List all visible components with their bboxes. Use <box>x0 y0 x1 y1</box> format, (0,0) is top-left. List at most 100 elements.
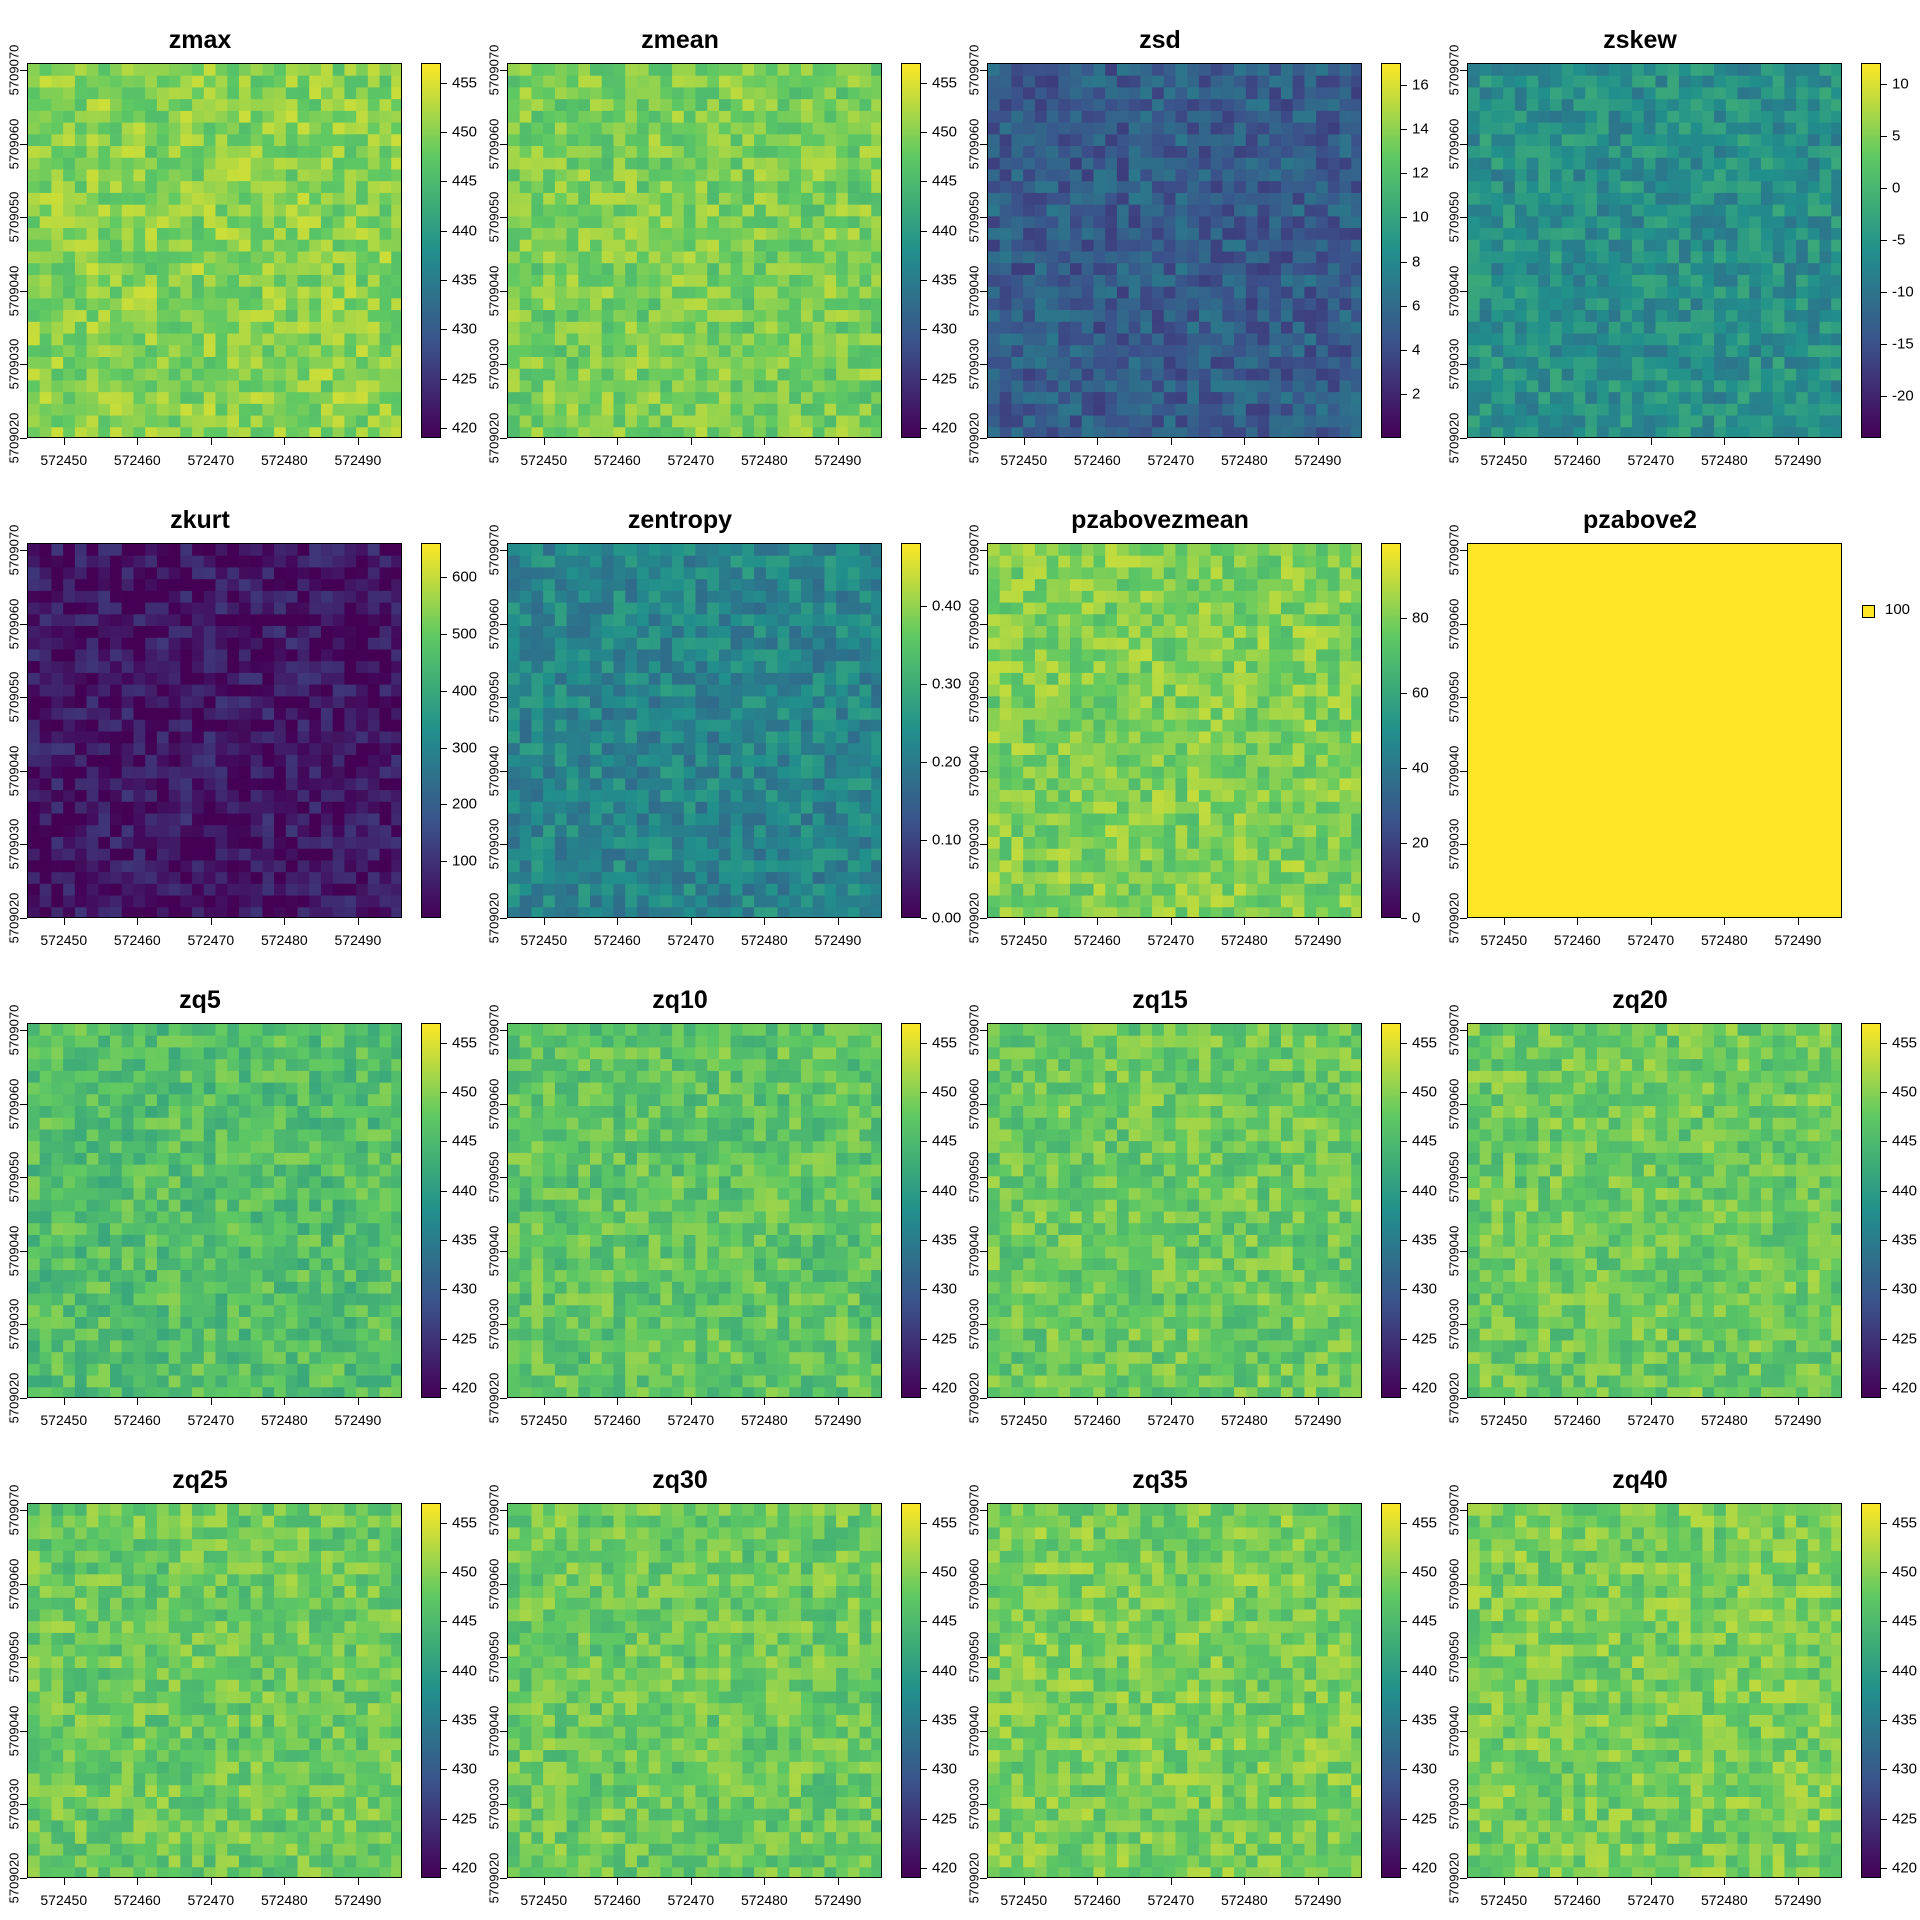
raster-cell <box>192 427 205 437</box>
raster-cell <box>1620 134 1633 147</box>
raster-cell <box>250 321 263 335</box>
raster-cell <box>1327 181 1341 194</box>
raster-cell <box>86 672 99 686</box>
raster-cell <box>1831 392 1841 405</box>
raster-cell <box>121 321 135 335</box>
raster-cell <box>636 345 650 358</box>
raster-cell <box>718 415 732 428</box>
raster-cell <box>285 567 299 580</box>
raster-cell <box>718 181 732 194</box>
raster-cell <box>215 766 228 779</box>
raster-cell <box>180 110 193 124</box>
raster-cell <box>1034 368 1048 382</box>
raster-cell <box>192 825 205 838</box>
raster-cell <box>1702 368 1715 382</box>
raster-cell <box>1245 356 1259 370</box>
raster-cell <box>1538 122 1551 135</box>
raster-cell <box>1339 181 1352 194</box>
raster-cell <box>86 907 99 917</box>
raster-cell <box>1468 321 1481 335</box>
raster-cell <box>578 192 591 206</box>
raster-cell <box>379 181 392 194</box>
raster-cell <box>51 368 64 382</box>
raster-cell <box>238 813 252 826</box>
raster-cell <box>1796 110 1809 124</box>
raster-cell <box>156 801 170 815</box>
raster-cell <box>871 310 881 323</box>
raster-cell <box>344 392 357 405</box>
raster-cell <box>74 110 88 124</box>
raster-cell <box>285 684 299 697</box>
raster-cell <box>121 204 135 217</box>
raster-cell <box>1561 345 1575 358</box>
raster-cell <box>227 251 240 264</box>
raster-cell <box>98 64 111 77</box>
raster-cell <box>765 146 779 159</box>
raster-cell <box>789 345 802 358</box>
raster-cell <box>765 286 779 299</box>
raster-cell <box>1690 87 1703 100</box>
raster-cell <box>660 216 673 229</box>
raster-cell <box>683 392 697 405</box>
raster-cell <box>1280 87 1294 100</box>
raster-cell <box>1046 64 1059 77</box>
raster-cell <box>683 403 697 417</box>
raster-cell <box>1234 228 1247 241</box>
raster-cell <box>168 427 181 437</box>
raster-cell <box>145 181 158 194</box>
raster-cell <box>74 719 88 733</box>
raster-cell <box>332 64 346 77</box>
raster-cell <box>1737 274 1750 288</box>
raster-cell <box>238 836 252 850</box>
raster-cell <box>74 427 88 437</box>
raster-cell <box>250 274 263 288</box>
raster-cell <box>1175 298 1188 311</box>
raster-cell <box>110 345 123 358</box>
raster-cell <box>1550 368 1563 382</box>
raster-cell <box>156 403 170 417</box>
raster-cell <box>1702 134 1715 147</box>
raster-cell <box>1479 110 1493 124</box>
raster-cell <box>988 251 1001 264</box>
raster-cell <box>836 251 849 264</box>
raster-cell <box>297 345 310 358</box>
raster-cell <box>379 228 392 241</box>
raster-cell <box>180 157 193 171</box>
raster-cell <box>1514 403 1528 417</box>
legend-label: 0 <box>1892 179 1901 197</box>
raster-cell <box>683 368 697 382</box>
raster-cell <box>356 192 369 206</box>
raster-cell <box>1034 298 1048 311</box>
raster-cell <box>285 64 299 77</box>
raster-cell <box>1655 192 1668 206</box>
raster-cell <box>1304 192 1317 206</box>
raster-cell <box>1714 356 1727 370</box>
raster-cell <box>192 310 205 323</box>
raster-cell <box>86 87 99 100</box>
raster-cell <box>1667 204 1680 217</box>
raster-cell <box>1011 356 1024 370</box>
raster-cell <box>812 368 826 382</box>
raster-cell <box>156 110 170 124</box>
raster-cell <box>718 134 732 147</box>
legend-tick <box>1401 349 1407 351</box>
raster-cell <box>1643 122 1657 135</box>
raster-cell <box>63 649 76 662</box>
raster-cell <box>1257 274 1270 288</box>
raster-cell <box>1608 415 1621 428</box>
raster-cell <box>859 286 872 299</box>
raster-cell <box>250 333 263 346</box>
raster-cell <box>836 75 849 89</box>
raster-cell <box>578 298 591 311</box>
raster-cell <box>98 216 111 229</box>
raster-cell <box>1234 157 1247 171</box>
raster-cell <box>344 310 357 323</box>
raster-cell <box>1163 298 1177 311</box>
raster-cell <box>648 310 661 323</box>
raster-cell <box>543 321 556 335</box>
raster-cell <box>1620 298 1633 311</box>
raster-cell <box>1596 87 1610 100</box>
raster-cell <box>192 286 205 299</box>
raster-cell <box>718 157 732 171</box>
raster-cell <box>648 239 661 253</box>
